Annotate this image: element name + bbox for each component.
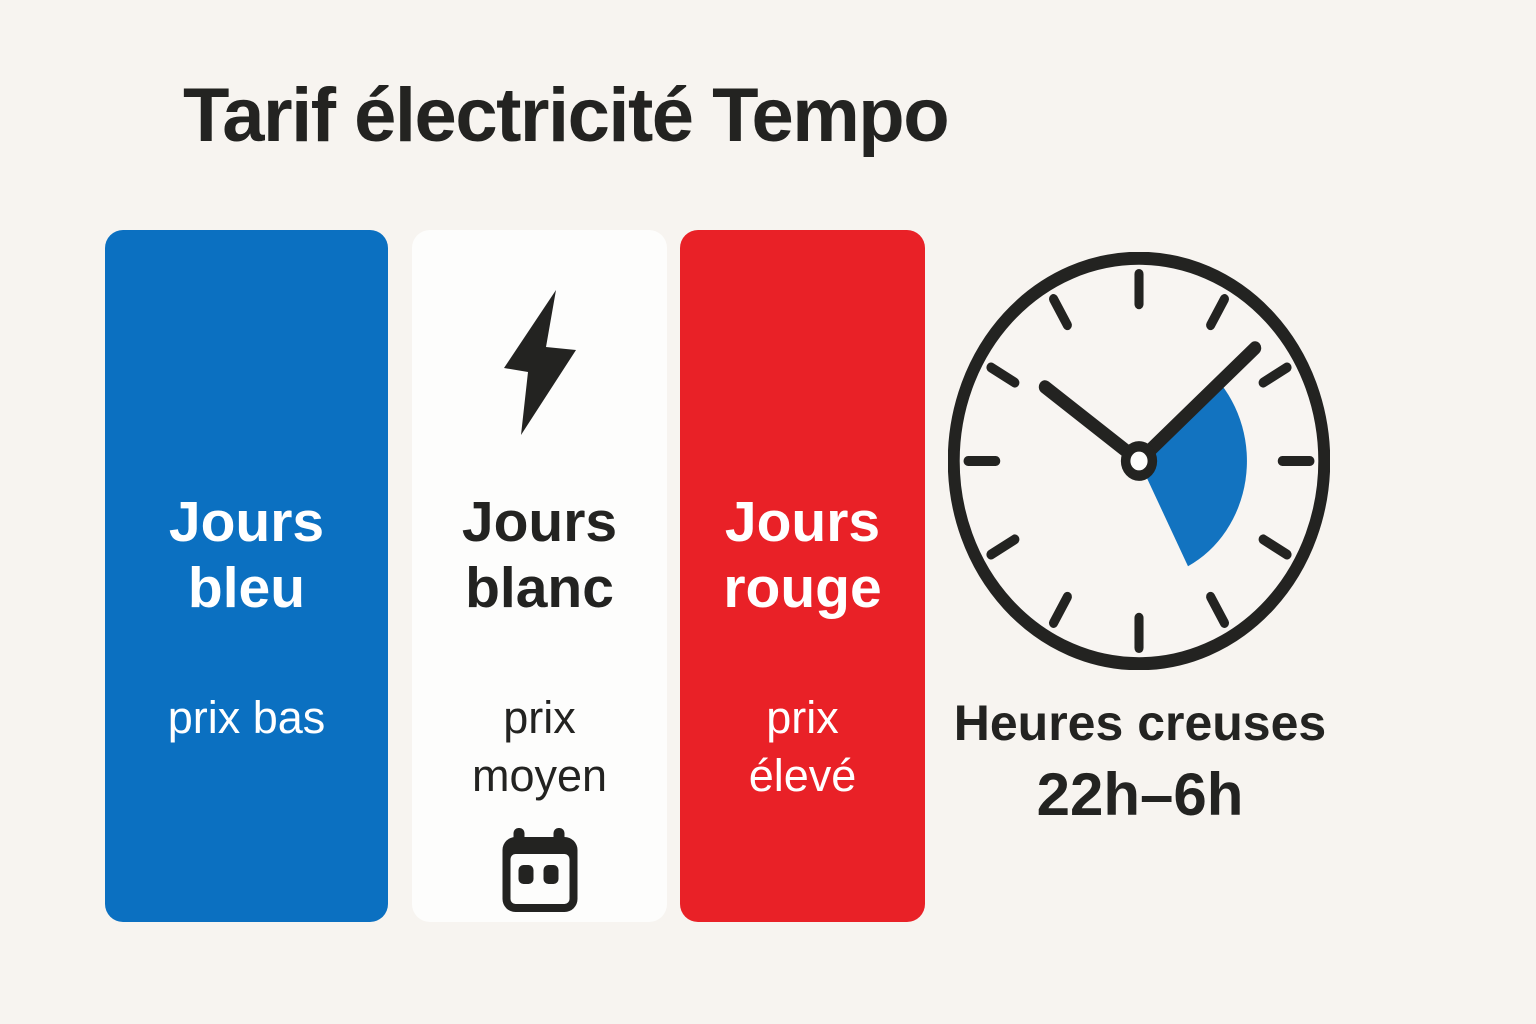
card-jours-rouge-title: Jours rouge [680,489,925,621]
clock-center-hole [1130,451,1148,471]
card-jours-bleu-price-text: prix bas [167,692,326,743]
heures-creuses-label: Heures creuses [953,695,1327,751]
card-jours-rouge-title-text: Jours rouge [723,490,882,621]
card-jours-rouge: Jours rouge prix élevé [680,230,925,922]
calendar-dot-left [518,865,533,884]
card-jours-blanc-title-text: Jours blanc [461,490,618,621]
card-jours-blanc: Jours blanc prix moyen [412,230,667,922]
clock-icon [948,252,1330,670]
card-jours-bleu-price: prix bas [105,689,388,747]
heures-creuses-hours: 22h–6h [1036,761,1244,828]
minute-hand [1132,341,1262,468]
calendar-icon [502,828,577,912]
card-jours-bleu-title-text: Jours bleu [168,490,325,621]
card-jours-rouge-price-text: prix élevé [748,692,857,801]
off-peak-wedge [1139,378,1247,567]
page-title: Tarif électricité Tempo [183,73,950,158]
card-jours-bleu-title: Jours bleu [105,489,388,621]
card-jours-blanc-price-text: prix moyen [471,692,608,801]
calendar-dot-right [543,865,558,884]
lightning-icon [503,290,576,435]
clock-ticks [963,268,1315,654]
card-jours-bleu: Jours bleu prix bas [105,230,388,922]
card-jours-rouge-price: prix élevé [680,689,925,804]
hour-hand [1038,380,1146,468]
card-jours-blanc-title: Jours blanc [412,489,667,621]
card-jours-blanc-price: prix moyen [412,689,667,804]
